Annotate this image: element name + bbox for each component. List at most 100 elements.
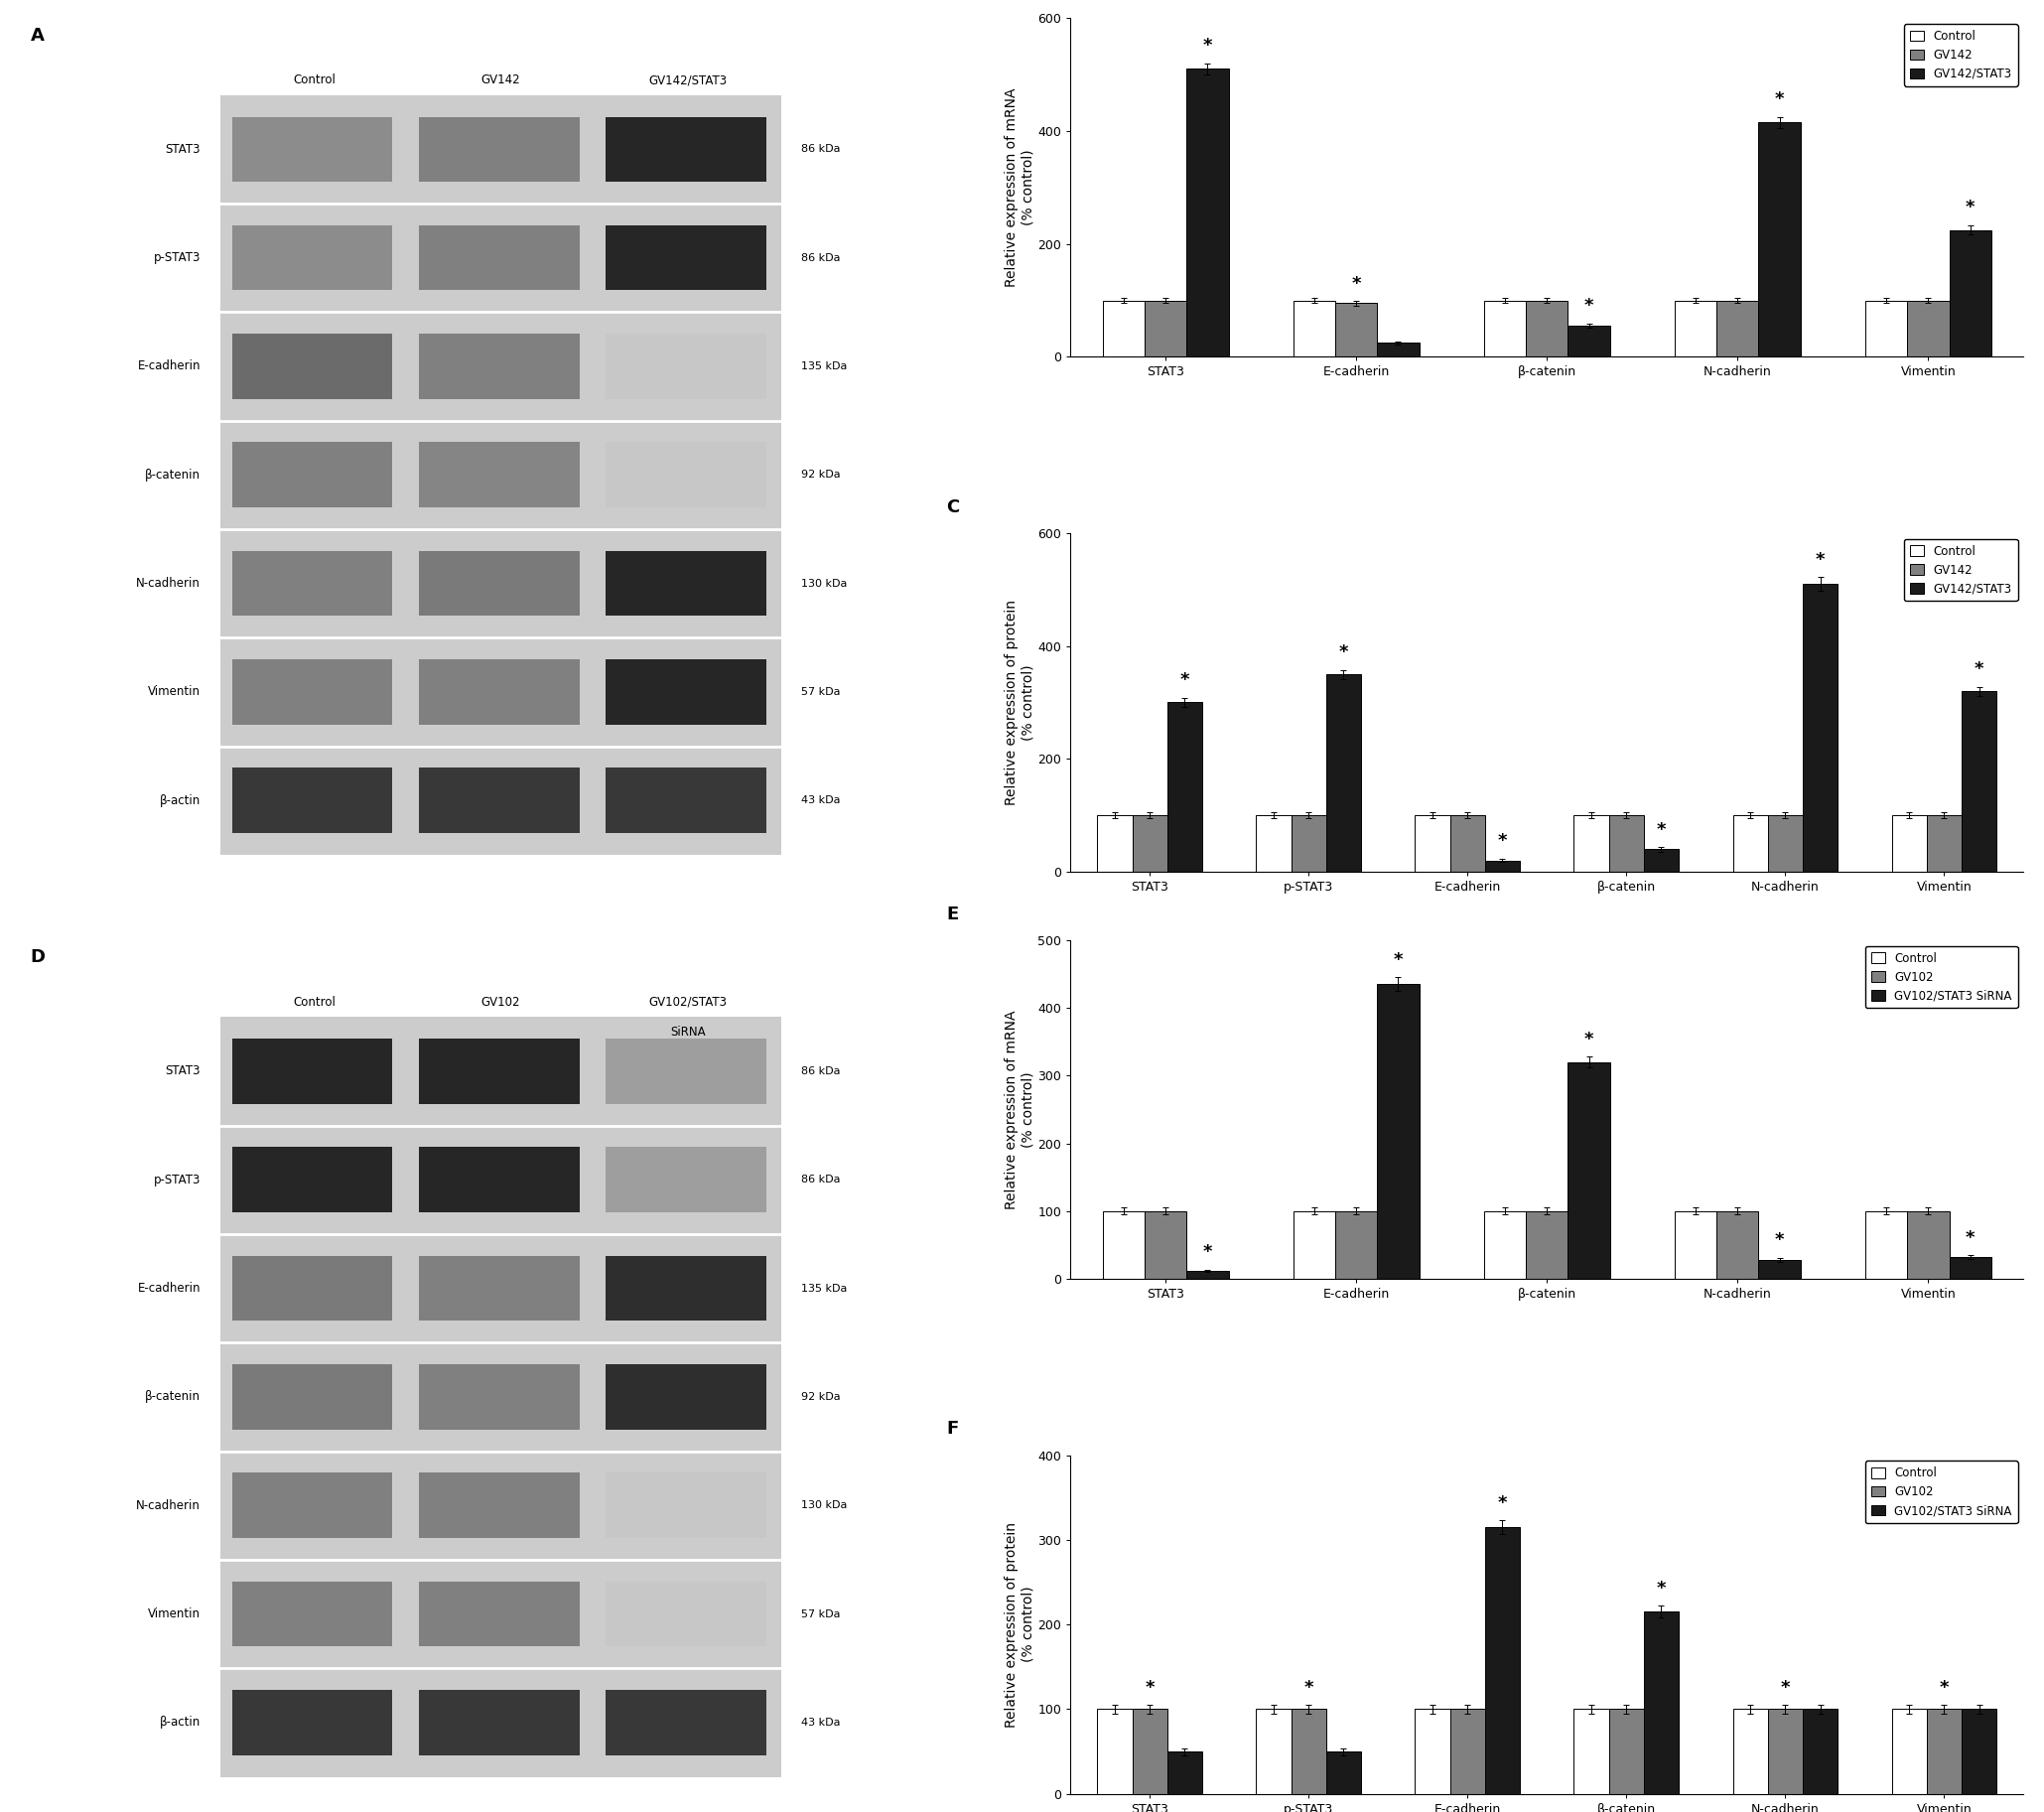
- Bar: [1643, 850, 1678, 872]
- Bar: [231, 1691, 392, 1756]
- Text: 130 kDa: 130 kDa: [801, 578, 846, 589]
- Bar: [419, 1256, 578, 1321]
- Bar: [1102, 1210, 1145, 1279]
- Y-axis label: Relative expression of protein
(% control): Relative expression of protein (% contro…: [1006, 1522, 1034, 1727]
- Text: 135 kDa: 135 kDa: [801, 1283, 846, 1294]
- Text: GV142: GV142: [480, 74, 521, 87]
- Bar: [1167, 1752, 1202, 1794]
- Bar: [605, 1256, 766, 1321]
- Text: *: *: [1202, 1243, 1212, 1261]
- Bar: [231, 333, 392, 399]
- Bar: [605, 1582, 766, 1647]
- Bar: [221, 1560, 781, 1669]
- Text: E-cadherin: E-cadherin: [137, 1281, 200, 1296]
- Bar: [1907, 1210, 1950, 1279]
- Text: *: *: [1656, 1580, 1666, 1598]
- Bar: [231, 660, 392, 725]
- Bar: [1907, 301, 1950, 357]
- Bar: [419, 1582, 578, 1647]
- Bar: [231, 1473, 392, 1538]
- Text: *: *: [1498, 1493, 1506, 1511]
- Text: *: *: [1145, 1678, 1155, 1696]
- Bar: [1643, 1613, 1678, 1794]
- Text: *: *: [1966, 199, 1975, 217]
- Bar: [1758, 1259, 1801, 1279]
- Text: GV142/STAT3: GV142/STAT3: [648, 74, 728, 87]
- Bar: [231, 442, 392, 507]
- Bar: [419, 442, 578, 507]
- Text: 43 kDa: 43 kDa: [801, 795, 840, 806]
- Text: *: *: [1202, 36, 1212, 54]
- Bar: [605, 768, 766, 834]
- Bar: [231, 225, 392, 290]
- Bar: [419, 1038, 578, 1104]
- Text: STAT3: STAT3: [166, 143, 200, 156]
- Text: *: *: [1774, 1232, 1784, 1250]
- Bar: [1733, 1709, 1768, 1794]
- Text: *: *: [1966, 1229, 1975, 1247]
- Text: E-cadherin: E-cadherin: [137, 361, 200, 373]
- Y-axis label: Relative expression of protein
(% control): Relative expression of protein (% contro…: [1006, 600, 1034, 805]
- Bar: [231, 1582, 392, 1647]
- Bar: [1527, 1210, 1568, 1279]
- Bar: [419, 116, 578, 181]
- Bar: [1866, 301, 1907, 357]
- Bar: [1574, 1709, 1609, 1794]
- Bar: [1527, 301, 1568, 357]
- Bar: [1484, 1528, 1521, 1794]
- Text: β-catenin: β-catenin: [145, 469, 200, 482]
- Bar: [1327, 674, 1361, 872]
- Text: 57 kDa: 57 kDa: [801, 687, 840, 698]
- Text: *: *: [1584, 297, 1594, 315]
- Bar: [1327, 1752, 1361, 1794]
- Bar: [1145, 1210, 1188, 1279]
- Bar: [221, 1234, 781, 1343]
- Bar: [1768, 1709, 1803, 1794]
- Bar: [221, 1343, 781, 1451]
- Bar: [1866, 1210, 1907, 1279]
- Text: 86 kDa: 86 kDa: [801, 1174, 840, 1185]
- Bar: [1768, 815, 1803, 872]
- Bar: [1484, 301, 1527, 357]
- Legend: Control, GV142, GV142/STAT3: Control, GV142, GV142/STAT3: [1905, 24, 2017, 87]
- Bar: [1484, 861, 1521, 872]
- Text: β-catenin: β-catenin: [145, 1390, 200, 1402]
- Bar: [231, 116, 392, 181]
- Bar: [1803, 1709, 1838, 1794]
- Bar: [605, 1691, 766, 1756]
- Text: Control: Control: [292, 74, 335, 87]
- Bar: [231, 1038, 392, 1104]
- Text: Vimentin: Vimentin: [147, 1607, 200, 1620]
- Text: SiRNA: SiRNA: [670, 1026, 705, 1038]
- Bar: [605, 442, 766, 507]
- Bar: [1674, 301, 1717, 357]
- Text: 57 kDa: 57 kDa: [801, 1609, 840, 1618]
- Text: D: D: [31, 949, 45, 966]
- Text: p-STAT3: p-STAT3: [153, 252, 200, 265]
- Bar: [221, 312, 781, 420]
- Text: 86 kDa: 86 kDa: [801, 1065, 840, 1076]
- Bar: [221, 94, 781, 203]
- Text: F: F: [946, 1421, 959, 1439]
- Bar: [1257, 1709, 1292, 1794]
- Bar: [419, 1691, 578, 1756]
- Bar: [605, 1473, 766, 1538]
- Bar: [419, 1147, 578, 1212]
- Bar: [605, 116, 766, 181]
- Bar: [1717, 301, 1758, 357]
- Text: β-actin: β-actin: [159, 794, 200, 806]
- Bar: [1188, 1270, 1228, 1279]
- Text: *: *: [1584, 1031, 1594, 1047]
- Bar: [221, 1017, 781, 1125]
- Bar: [1574, 815, 1609, 872]
- Bar: [221, 1669, 781, 1778]
- Text: STAT3: STAT3: [166, 1065, 200, 1078]
- Text: *: *: [1780, 1678, 1791, 1696]
- Bar: [1335, 1210, 1378, 1279]
- Bar: [1927, 1709, 1962, 1794]
- Bar: [231, 551, 392, 616]
- Text: A: A: [31, 27, 45, 45]
- Legend: Control, GV142, GV142/STAT3: Control, GV142, GV142/STAT3: [1905, 538, 2017, 602]
- Bar: [1132, 815, 1167, 872]
- Text: *: *: [1815, 551, 1825, 569]
